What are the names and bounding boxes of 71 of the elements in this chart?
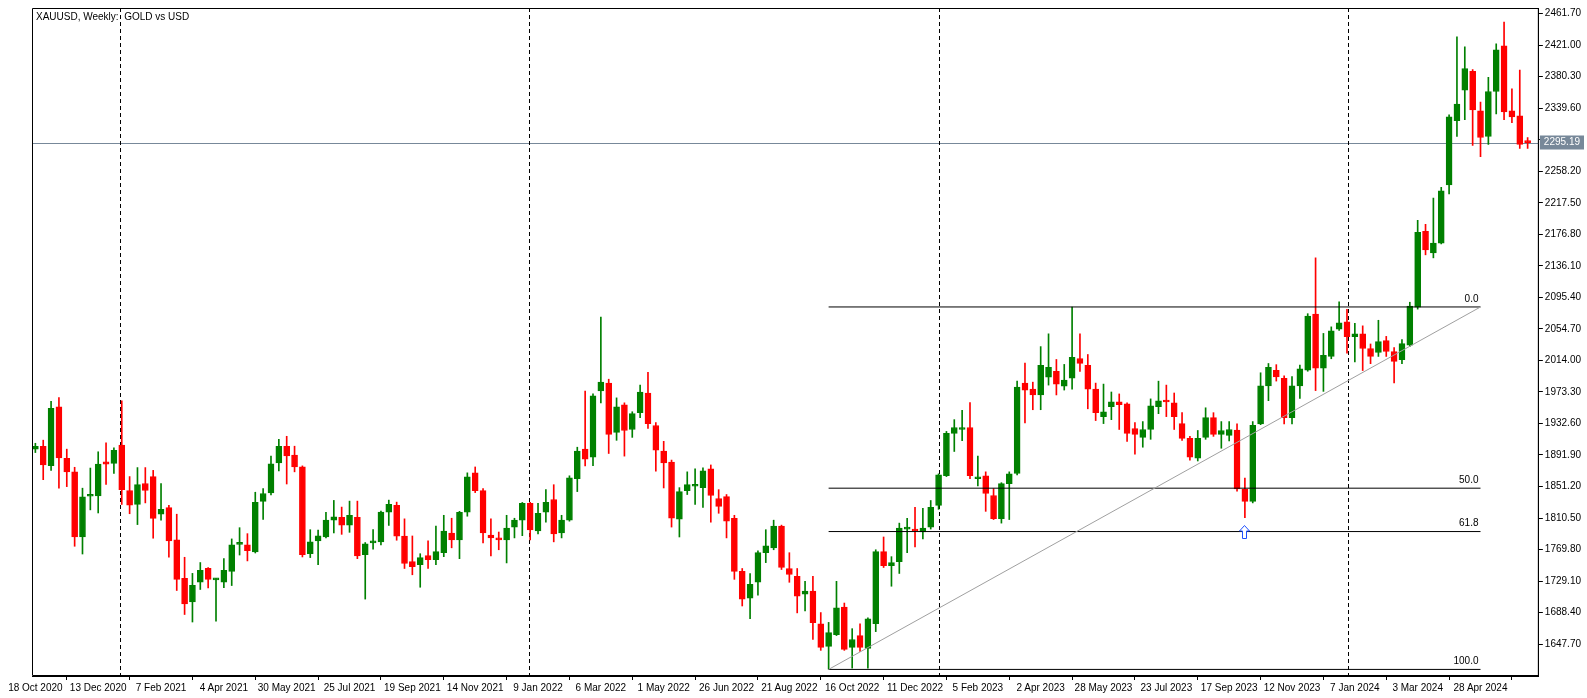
y-tick-label: 2421.00: [1544, 38, 1582, 50]
y-tick-label: 2176.80: [1544, 228, 1582, 240]
x-tick-label: 5 Feb 2023: [952, 681, 1004, 693]
x-tick-label: 30 May 2021: [257, 681, 317, 693]
y-tick-label: 2461.70: [1544, 7, 1582, 19]
y-tick-label: 2014.00: [1544, 354, 1582, 366]
candlestick: [974, 455, 982, 487]
candlestick: [424, 540, 432, 569]
series-label: 50.0: [1459, 473, 1479, 485]
candlestick: [1029, 381, 1037, 411]
x-tick-label: 17 Sep 2023: [1200, 681, 1258, 693]
x-tick-label: 18 Oct 2020: [8, 681, 64, 693]
x-tick-label: 6 Mar 2022: [575, 681, 627, 693]
y-tick-label: 1769.80: [1544, 543, 1582, 555]
y-tick-label: 1647.70: [1544, 637, 1582, 649]
x-tick-label: 9 Jan 2022: [513, 681, 564, 693]
candlestick: [950, 419, 958, 452]
series-label: 0.0: [1464, 292, 1479, 304]
candlestick: [330, 500, 338, 534]
y-tick-label: 2095.40: [1544, 291, 1582, 303]
x-tick-label: 3 Mar 2024: [1392, 681, 1444, 693]
x-tick-label: 7 Feb 2021: [135, 681, 187, 693]
x-tick-label: 11 Dec 2022: [887, 681, 944, 693]
x-tick-label: 26 Jun 2022: [698, 681, 755, 693]
y-tick-label: 1688.40: [1544, 606, 1582, 618]
y-tick-label: 2217.50: [1544, 196, 1582, 208]
x-tick-label: 28 Apr 2024: [1453, 681, 1508, 693]
x-tick-label: 14 Nov 2021: [446, 681, 504, 693]
y-tick-label: 1810.50: [1544, 511, 1582, 523]
candlestick: [416, 553, 424, 588]
x-tick-label: 28 May 2023: [1074, 681, 1133, 693]
x-tick-label: 19 Sep 2021: [384, 681, 442, 693]
candlestick: [762, 529, 770, 563]
candlestick: [1217, 421, 1225, 449]
candlestick: [361, 542, 369, 600]
series-label: 61.8: [1459, 517, 1479, 529]
ref-line-label: 2295.19: [1543, 136, 1581, 148]
y-tick-label: 2054.70: [1544, 322, 1582, 334]
x-tick-label: 16 Oct 2022: [824, 681, 880, 693]
candlestick: [1351, 322, 1359, 363]
candlestick: [958, 410, 966, 441]
y-tick-label: 1932.60: [1544, 417, 1582, 429]
x-tick-label: 7 Jan 2024: [1330, 681, 1381, 693]
chart-title: XAUUSD, Weekly: GOLD vs USD: [36, 10, 190, 22]
series-label: 100.0: [1453, 655, 1479, 667]
y-tick-label: 1851.20: [1544, 480, 1582, 492]
candlestick: [1076, 333, 1084, 372]
candlestick: [1005, 471, 1013, 520]
candlestick: [141, 467, 149, 504]
y-tick-label: 2380.30: [1544, 70, 1582, 82]
x-tick-label: 12 Nov 2023: [1263, 681, 1321, 693]
y-tick-label: 1891.90: [1544, 448, 1582, 460]
candlestick: [691, 468, 699, 505]
candlestick: [1060, 364, 1068, 391]
x-tick-label: 13 Dec 2020: [69, 681, 127, 693]
candlestick: [283, 435, 291, 485]
x-tick-label: 4 Apr 2021: [199, 681, 249, 693]
x-tick-label: 1 May 2022: [637, 681, 691, 693]
y-tick-label: 2258.20: [1544, 165, 1582, 177]
y-tick-label: 2136.10: [1544, 259, 1582, 271]
y-tick-label: 1973.30: [1544, 385, 1582, 397]
candlestick: [1131, 422, 1139, 455]
x-tick-label: 23 Jul 2023: [1140, 681, 1193, 693]
x-tick-label: 25 Jul 2021: [323, 681, 376, 693]
candlestick: [432, 525, 440, 565]
y-tick-label: 1729.10: [1544, 574, 1582, 586]
x-tick-label: 21 Aug 2022: [761, 681, 818, 693]
candlestick: [660, 441, 668, 489]
y-tick-label: 2339.60: [1544, 101, 1582, 113]
x-tick-label: 2 Apr 2023: [1016, 681, 1066, 693]
candlestick: [157, 483, 165, 521]
